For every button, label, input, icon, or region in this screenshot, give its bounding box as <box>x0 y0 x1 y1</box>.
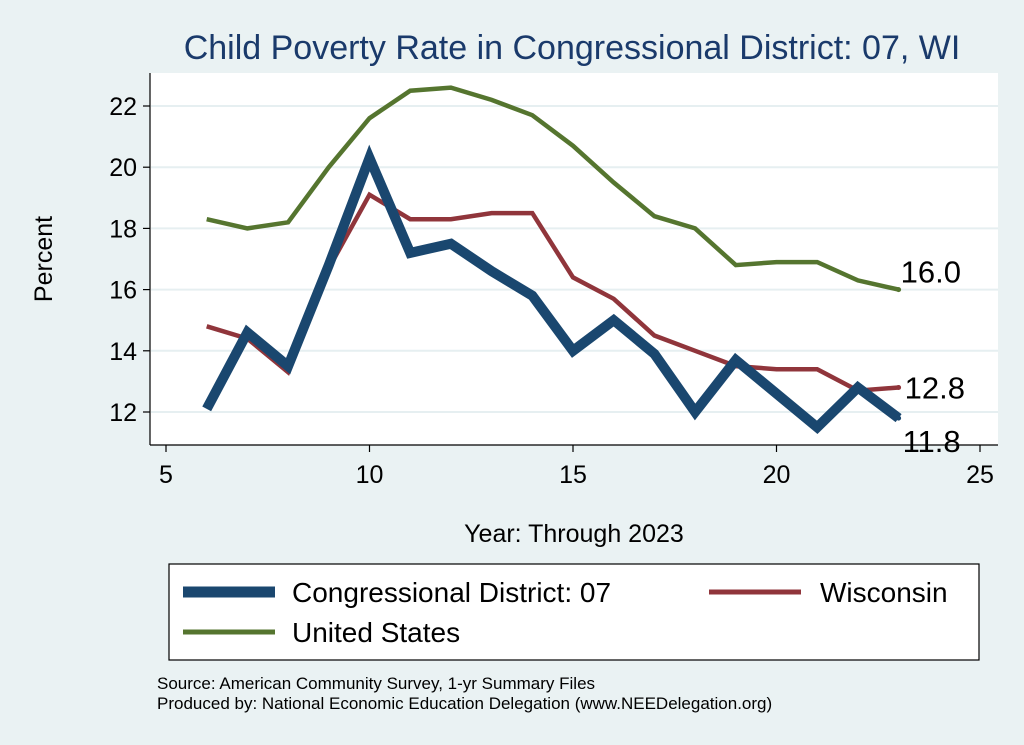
legend-label-wisconsin: Wisconsin <box>820 577 948 608</box>
series-line-us <box>206 85 900 292</box>
end-label-us: 16.0 <box>901 255 961 290</box>
tick-marks: 12 14 16 18 20 22 5 10 15 20 25 <box>109 93 994 489</box>
x-tick-label: 15 <box>559 461 587 489</box>
legend-label-us: United States <box>292 617 460 648</box>
series-endpoint <box>896 385 902 391</box>
y-tick-label: 18 <box>109 215 137 243</box>
end-label-wisconsin: 12.8 <box>905 371 965 406</box>
axes <box>149 73 998 446</box>
series-endpoint <box>896 415 902 421</box>
x-tick-label: 20 <box>763 461 791 489</box>
legend-label-district: Congressional District: 07 <box>292 577 611 608</box>
y-tick-label: 14 <box>109 338 137 366</box>
x-axis-label: Year: Through 2023 <box>464 520 684 548</box>
y-tick-label: 22 <box>109 93 137 121</box>
y-tick-label: 20 <box>109 154 137 182</box>
x-tick-label: 25 <box>966 461 994 489</box>
x-tick-label: 10 <box>356 461 384 489</box>
end-labels: 11.8 12.8 16.0 <box>896 255 965 459</box>
series-lines <box>202 85 902 435</box>
y-tick-label: 12 <box>109 399 137 427</box>
producer-line: Produced by: National Economic Education… <box>157 694 772 713</box>
y-tick-label: 16 <box>109 277 137 305</box>
series-endpoint <box>896 287 902 293</box>
source-line: Source: American Community Survey, 1-yr … <box>157 674 595 693</box>
series-line-district <box>202 144 902 435</box>
x-tick-label: 5 <box>159 461 173 489</box>
chart-title: Child Poverty Rate in Congressional Dist… <box>184 29 961 67</box>
end-label-district: 11.8 <box>903 424 961 459</box>
legend <box>168 563 980 661</box>
y-axis-label: Percent <box>30 216 58 302</box>
